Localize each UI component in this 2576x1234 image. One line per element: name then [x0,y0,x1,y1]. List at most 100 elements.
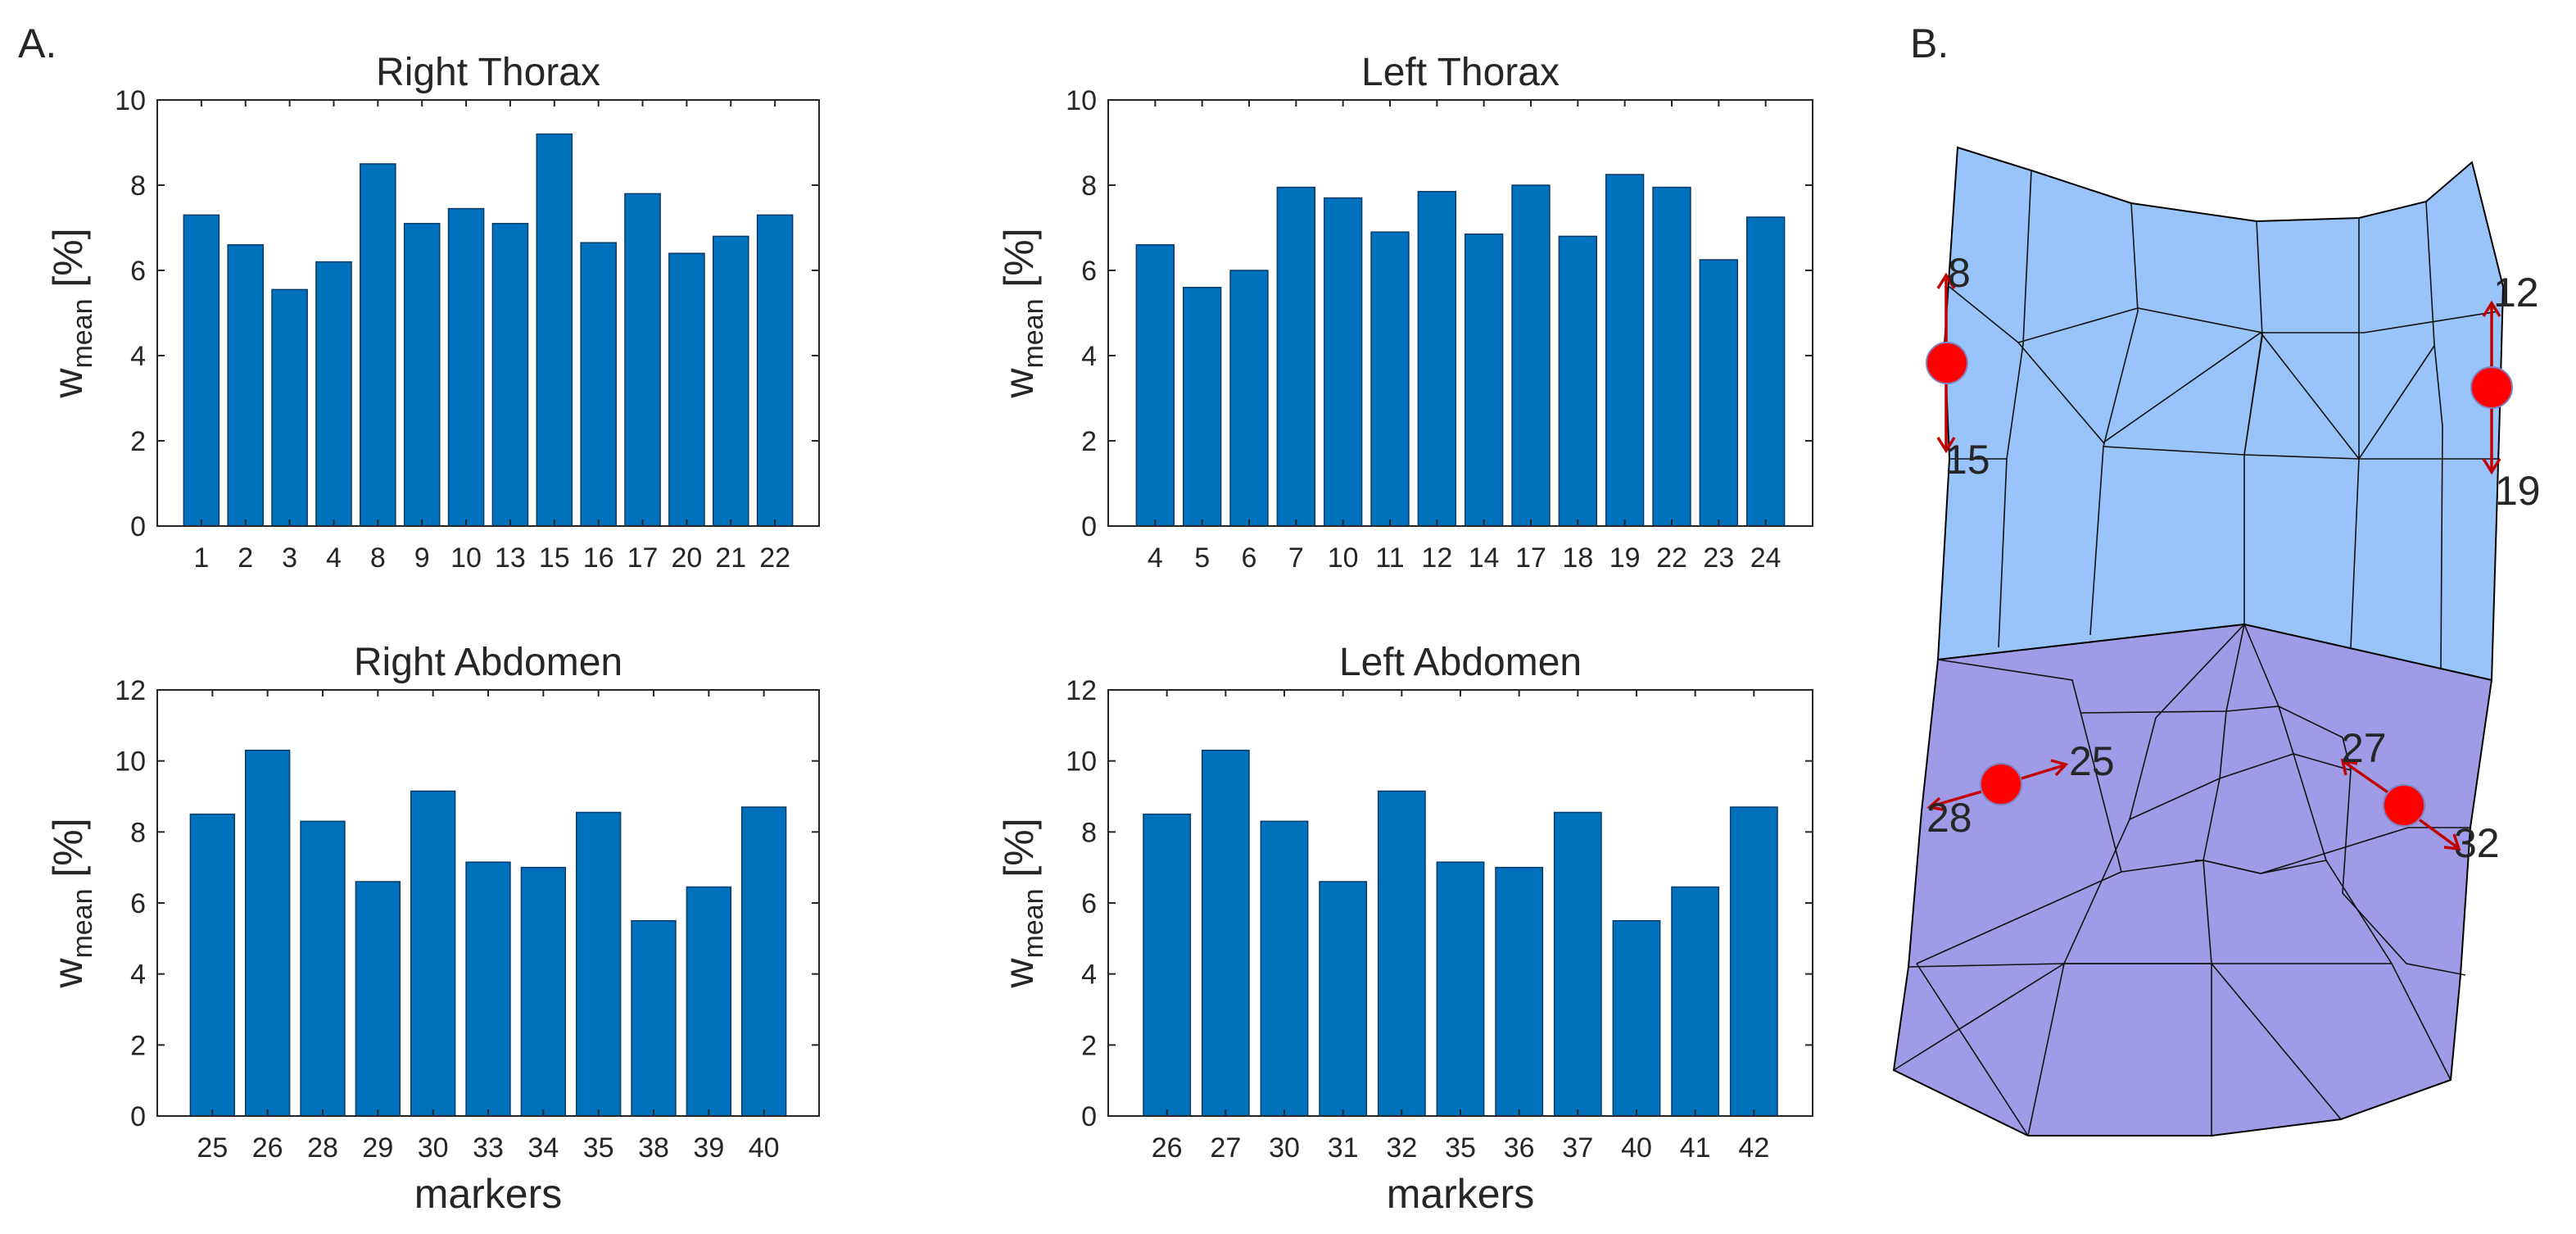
marker-label: 19 [2495,468,2541,514]
panel-label-b: B. [1910,20,1949,66]
marker-dot [2470,366,2513,409]
y-tick-label: 8 [130,817,146,848]
bar [1495,866,1544,1117]
x-tick-label: 18 [1562,542,1593,574]
y-axis-label: w_mean [%]wmean [%] [996,228,1049,398]
bar [1182,287,1222,527]
marker-label: 27 [2341,725,2387,771]
x-tick-label: 2 [238,542,253,574]
y-tick-label: 4 [130,341,146,372]
chart-left-abdomen: Left Abdomen 26 27 30 31 32 35 36 37 40 41 42 0 2 4 6 8 1… [996,641,1813,1217]
y-tick-label: 6 [1081,256,1097,287]
marker-label: 25 [2069,738,2115,784]
y-tick-label: 4 [1081,341,1097,372]
x-tick-label: 32 [1386,1132,1417,1164]
bar [1558,235,1598,527]
bar [1745,216,1786,527]
y-tick-label: 10 [115,85,146,116]
x-tick-label: 27 [1210,1132,1241,1164]
bar [1260,820,1309,1117]
chart-title: Right Abdomen [354,641,622,684]
x-tick-label: 29 [362,1132,393,1164]
x-tick-label: 9 [414,542,430,574]
x-tick-label: 17 [1515,542,1546,574]
bar [300,820,346,1117]
x-tick-label: 34 [527,1132,559,1164]
bar [1143,813,1192,1117]
bar [189,813,236,1117]
x-tick-label: 22 [759,542,790,574]
bar [536,133,573,527]
x-tick-label: 3 [282,542,297,574]
bar [668,252,705,527]
bar [1605,174,1645,527]
y-tick-label: 12 [1066,675,1097,706]
bar [315,261,352,527]
bar [271,288,308,527]
bar [1377,790,1426,1117]
bar [465,861,511,1117]
x-tick-label: 40 [1621,1132,1652,1164]
marker-label: 8 [1948,250,1971,296]
x-tick-label: 41 [1680,1132,1711,1164]
marker-dot [1926,342,1968,384]
x-tick-label: 10 [450,542,482,574]
y-tick-label: 4 [130,960,146,991]
bar [712,235,749,527]
chart-right-abdomen: Right Abdomen 25 26 28 29 30 33 34 35 38 39 40 0 2 4 6 8… [45,641,820,1217]
x-tick-label: 37 [1562,1132,1593,1164]
bar [624,193,661,527]
bar [686,886,732,1117]
x-tick-label: 35 [583,1132,614,1164]
bar [1729,806,1778,1117]
marker-dot [1980,763,2022,805]
x-tick-label: 7 [1288,542,1304,574]
chart-title: Right Thorax [376,51,600,94]
thorax-region [1936,146,2505,682]
bar [1652,186,1691,527]
bar [1323,197,1363,527]
y-tick-label: 8 [1081,170,1097,202]
x-tick-label: 36 [1504,1132,1535,1164]
y-tick-label: 6 [1081,888,1097,919]
marker-label: 12 [2493,270,2539,315]
x-tick-label: 24 [1750,542,1781,574]
bar [183,214,220,527]
chart-title: Left Abdomen [1339,641,1582,684]
y-tick-label: 0 [130,511,146,542]
bar [1135,244,1175,527]
bar [1612,919,1661,1117]
y-tick-label: 0 [1081,1101,1097,1132]
x-tick-label: 42 [1738,1132,1769,1164]
x-tick-label: 31 [1328,1132,1359,1164]
x-tick-label: 10 [1328,542,1359,574]
y-tick-label: 6 [130,888,146,919]
bar [1201,749,1250,1117]
marker-labels: 8 15 12 19 25 28 27 32 [1926,250,2541,866]
y-tick-label: 8 [130,170,146,202]
bar [447,207,485,527]
x-tick-label: 11 [1375,542,1404,574]
chart-title: Left Thorax [1361,51,1560,94]
y-tick-label: 0 [1081,511,1097,542]
y-tick-label: 2 [130,1030,146,1061]
bar [1417,191,1457,527]
bar [756,214,794,527]
bar [1319,881,1368,1117]
x-tick-label: 14 [1469,542,1500,574]
bar [410,790,456,1117]
marker-label: 28 [1926,795,1972,841]
x-tick-label: 1 [193,542,209,574]
x-tick-label: 30 [418,1132,449,1164]
x-tick-label: 12 [1421,542,1452,574]
x-tick-label: 40 [749,1132,780,1164]
bar [355,881,401,1117]
y-tick-label: 2 [1081,426,1097,457]
y-tick-label: 12 [115,675,146,706]
x-tick-label: 23 [1703,542,1734,574]
bar [631,919,677,1117]
x-tick-label: 13 [495,542,526,574]
x-tick-label: 39 [693,1132,724,1164]
x-tick-label: 8 [370,542,386,574]
